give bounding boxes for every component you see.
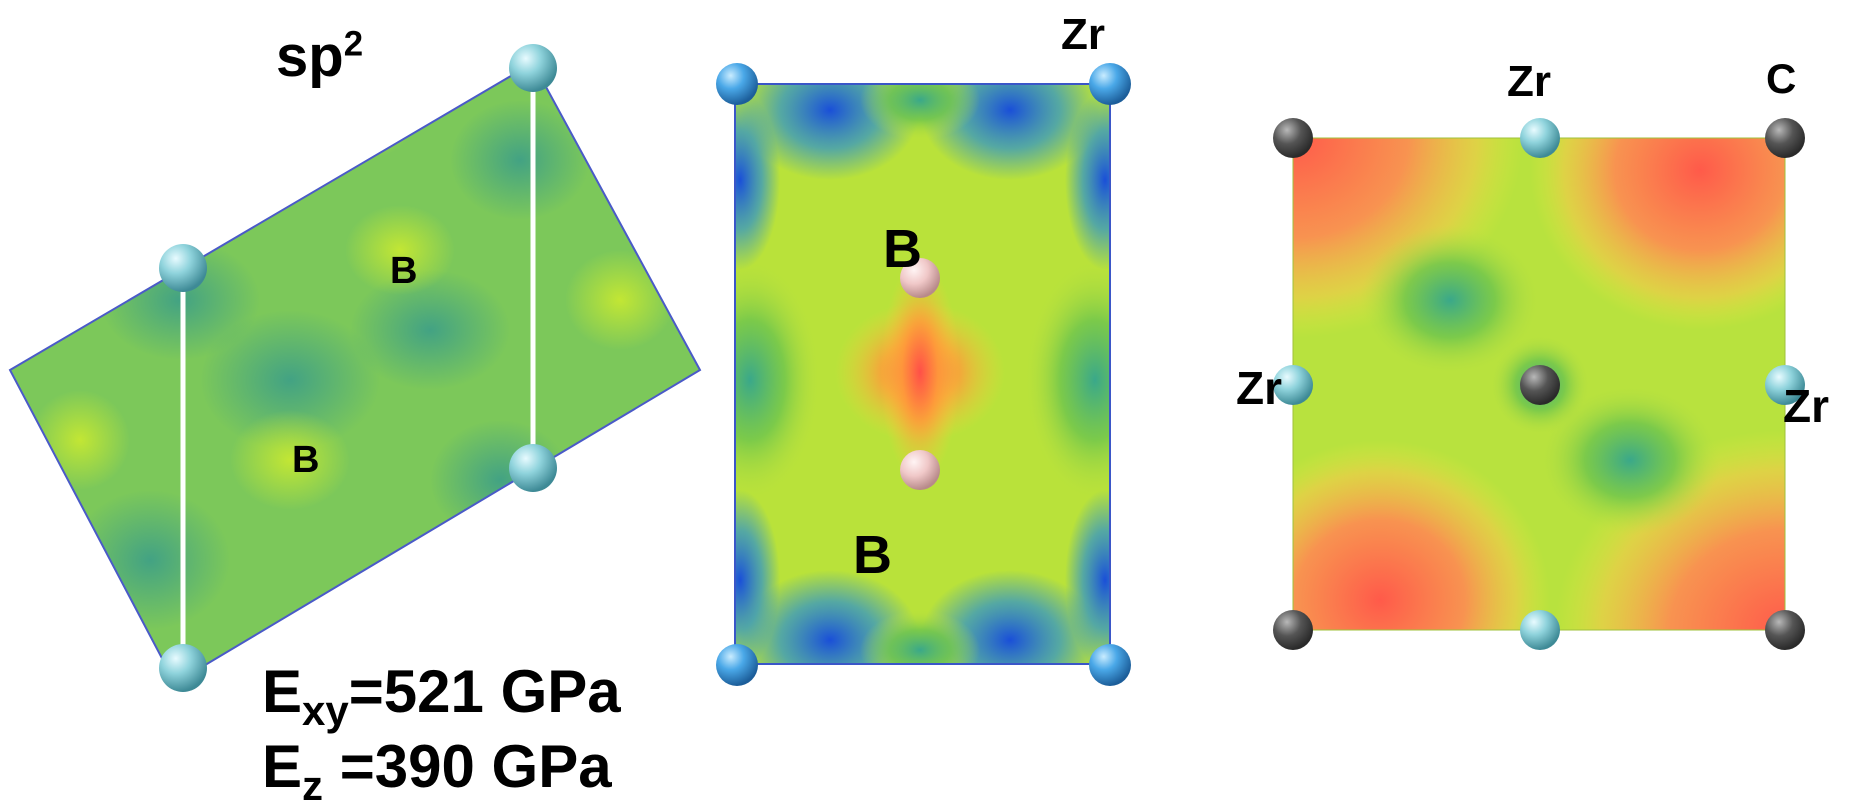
zr-atom xyxy=(1089,644,1131,686)
c-atom xyxy=(1765,610,1805,650)
panel-1-sp2-plane xyxy=(8,44,702,692)
c-atom xyxy=(1273,118,1313,158)
panel-2-plane xyxy=(716,63,1131,686)
panel-1-cell-outline xyxy=(8,61,702,685)
zr-atom xyxy=(1765,365,1805,405)
c-atom xyxy=(1273,610,1313,650)
panel-3-zr-label-left: Zr xyxy=(1236,362,1282,414)
zr-atom xyxy=(159,644,207,692)
panel-1-b-label-top: B xyxy=(390,250,418,292)
c-atom xyxy=(1765,118,1805,158)
b-atom xyxy=(900,258,940,298)
panel-3-zr-label-right: Zr xyxy=(1783,380,1829,432)
zr-atom xyxy=(509,44,557,92)
panel-2-cell-outline xyxy=(734,83,1111,665)
panel-3-c-label: C xyxy=(1766,55,1797,102)
zr-atom xyxy=(1273,365,1313,405)
zr-atom xyxy=(509,444,557,492)
c-atom xyxy=(1520,365,1560,405)
panel-3-zr-label-top: Zr xyxy=(1507,57,1551,106)
panel-1-b-label-bottom: B xyxy=(292,439,320,481)
panel-3-plane xyxy=(1273,118,1805,650)
panel-3-contour-map xyxy=(1293,138,1785,630)
panel-2-b-label-top: B xyxy=(883,219,922,279)
zr-atom xyxy=(716,644,758,686)
panel-2-b-label-bottom: B xyxy=(853,525,892,585)
zr-atom xyxy=(159,244,207,292)
modulus-exy: Exy=521 GPa xyxy=(262,658,621,734)
zr-atom xyxy=(1089,63,1131,105)
modulus-ez: Ez =390 GPa xyxy=(262,733,612,809)
panel-2-contour-map xyxy=(735,84,1110,664)
b-atom xyxy=(900,450,940,490)
panel-1-title: sp2 xyxy=(276,24,364,89)
panel-2-zr-label: Zr xyxy=(1061,10,1105,59)
zr-atom xyxy=(1520,118,1560,158)
panel-1-contour-map xyxy=(10,63,700,683)
zr-atom xyxy=(716,63,758,105)
zr-atom xyxy=(1520,610,1560,650)
